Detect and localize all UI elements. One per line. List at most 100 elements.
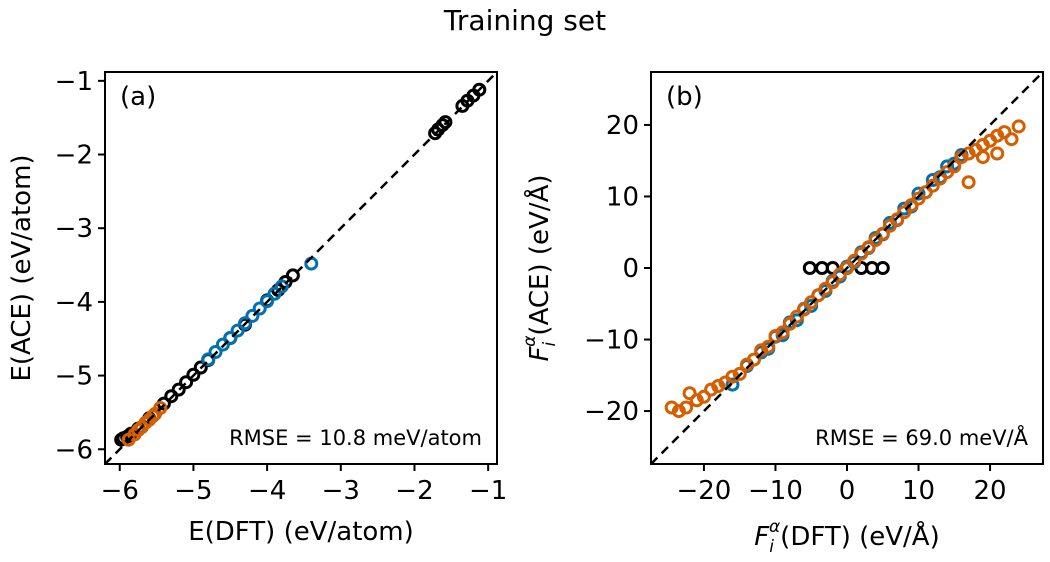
force-x-tick-label: 0	[839, 476, 856, 506]
force-point-orange	[797, 302, 812, 317]
force-x-axis-label: Fiα(DFT) (eV/Å)	[754, 517, 940, 557]
energy-x-tick-label: −5	[174, 476, 212, 506]
energy-y-axis-label: E(ACE) (eV/atom)	[7, 154, 37, 381]
energy-point-black	[472, 82, 487, 97]
energy-plot-frame	[104, 71, 498, 465]
force-point-orange	[861, 240, 876, 255]
force-point-orange	[925, 178, 940, 193]
force-point-orange	[890, 212, 905, 227]
energy-point-blue	[304, 256, 319, 271]
energy-y-ticks: −6 −5 −4 −3 −2 −1	[55, 67, 105, 465]
force-point-black	[875, 261, 890, 275]
force-point-orange	[775, 325, 790, 340]
force-point-orange	[711, 379, 726, 393]
force-point-orange	[804, 295, 819, 310]
energy-point-black	[438, 115, 453, 130]
force-y-tick-label: −20	[584, 397, 639, 427]
force-y-tick-label: −10	[584, 326, 639, 356]
force-point-blue	[940, 159, 955, 174]
energy-panel-label: (a)	[120, 82, 156, 112]
energy-x-tick-label: −6	[101, 476, 139, 506]
energy-point-blue	[260, 294, 275, 309]
energy-x-tick-label: −2	[395, 476, 433, 506]
force-point-orange	[679, 400, 694, 415]
force-points-group	[664, 119, 1026, 419]
force-point-orange	[1011, 119, 1026, 134]
force-y-ticks: −20 −10 0 10 20	[584, 111, 651, 427]
energy-point-black	[193, 360, 208, 375]
force-point-orange	[664, 400, 679, 415]
force-point-orange	[782, 316, 797, 331]
force-point-orange	[990, 128, 1005, 143]
energy-point-blue	[252, 301, 267, 316]
force-point-orange	[1004, 132, 1019, 147]
force-point-orange	[747, 352, 761, 367]
force-x-tick-label: 10	[902, 476, 935, 506]
energy-point-black	[179, 375, 194, 390]
force-x-tick-label: −10	[748, 476, 803, 506]
force-rmse-annotation: RMSE = 69.0 meV/Å	[815, 424, 1029, 450]
energy-point-blue	[208, 345, 223, 359]
energy-identity-line	[104, 71, 498, 465]
force-point-orange	[754, 343, 769, 358]
force-y-tick-label: 10	[606, 182, 639, 212]
force-point-blue	[925, 173, 940, 187]
force-point-orange	[761, 339, 776, 354]
energy-x-tick-label: −4	[248, 476, 286, 506]
energy-point-blue	[223, 331, 238, 345]
force-point-orange	[704, 382, 719, 397]
force-point-orange	[789, 309, 804, 324]
force-point-orange	[847, 253, 862, 268]
energy-point-orange	[153, 401, 168, 415]
force-x-ticks: −20 −10 0 10 20	[676, 464, 1007, 506]
force-x-tick-label: 20	[974, 476, 1007, 506]
energy-point-blue	[230, 323, 245, 338]
force-point-orange	[961, 175, 976, 190]
force-point-orange	[990, 146, 1005, 161]
force-point-orange	[732, 366, 747, 381]
force-point-orange	[689, 393, 704, 408]
energy-y-tick-label: −4	[55, 288, 93, 318]
figure-title: Training set	[443, 4, 606, 37]
force-parity-plot: −20 −10 0 10 20 −20 −10 0 10 20 (b) RMSE = 69.0 …	[520, 71, 1044, 557]
energy-y-tick-label: −2	[55, 141, 93, 171]
energy-y-tick-label: −3	[55, 214, 93, 244]
energy-x-tick-label: −1	[469, 476, 507, 506]
force-point-orange	[840, 261, 854, 275]
force-point-orange	[897, 205, 912, 220]
force-y-axis-label: Fiα(ACE) (eV/Å)	[520, 175, 560, 362]
force-point-orange	[671, 404, 686, 419]
force-point-blue	[725, 377, 740, 392]
energy-point-black	[285, 268, 300, 283]
energy-point-blue	[274, 279, 289, 294]
energy-x-tick-label: −3	[322, 476, 360, 506]
force-point-orange	[975, 150, 990, 165]
force-point-blue	[911, 186, 926, 201]
force-panel-label: (b)	[666, 82, 703, 112]
energy-y-tick-label: −1	[55, 67, 93, 97]
force-identity-line	[650, 71, 1044, 465]
force-y-tick-label: 20	[606, 111, 639, 141]
force-point-orange	[875, 226, 890, 241]
energy-point-blue	[267, 286, 282, 301]
energy-rmse-annotation: RMSE = 10.8 meV/atom	[229, 426, 482, 450]
energy-point-blue	[245, 308, 260, 323]
force-point-orange	[997, 125, 1012, 140]
energy-point-blue	[238, 316, 252, 331]
force-point-orange	[954, 150, 969, 165]
energy-point-black	[435, 118, 450, 133]
force-point-orange	[768, 329, 783, 343]
energy-x-ticks: −6 −5 −4 −3 −2 −1	[101, 464, 507, 506]
force-point-orange	[682, 386, 697, 401]
energy-y-tick-label: −5	[55, 362, 93, 392]
force-y-tick-label: 0	[622, 254, 639, 284]
energy-point-black	[171, 382, 186, 397]
energy-point-black	[186, 367, 201, 382]
force-point-orange	[825, 275, 840, 290]
energy-points-group	[114, 82, 487, 447]
energy-point-blue	[201, 352, 216, 367]
force-point-black	[802, 261, 817, 275]
energy-y-tick-label: −6	[55, 435, 93, 465]
energy-parity-plot: −6 −5 −4 −3 −2 −1 −6 −5 −4 −3 −2 −1 (a) RMSE = 10.…	[7, 67, 507, 547]
